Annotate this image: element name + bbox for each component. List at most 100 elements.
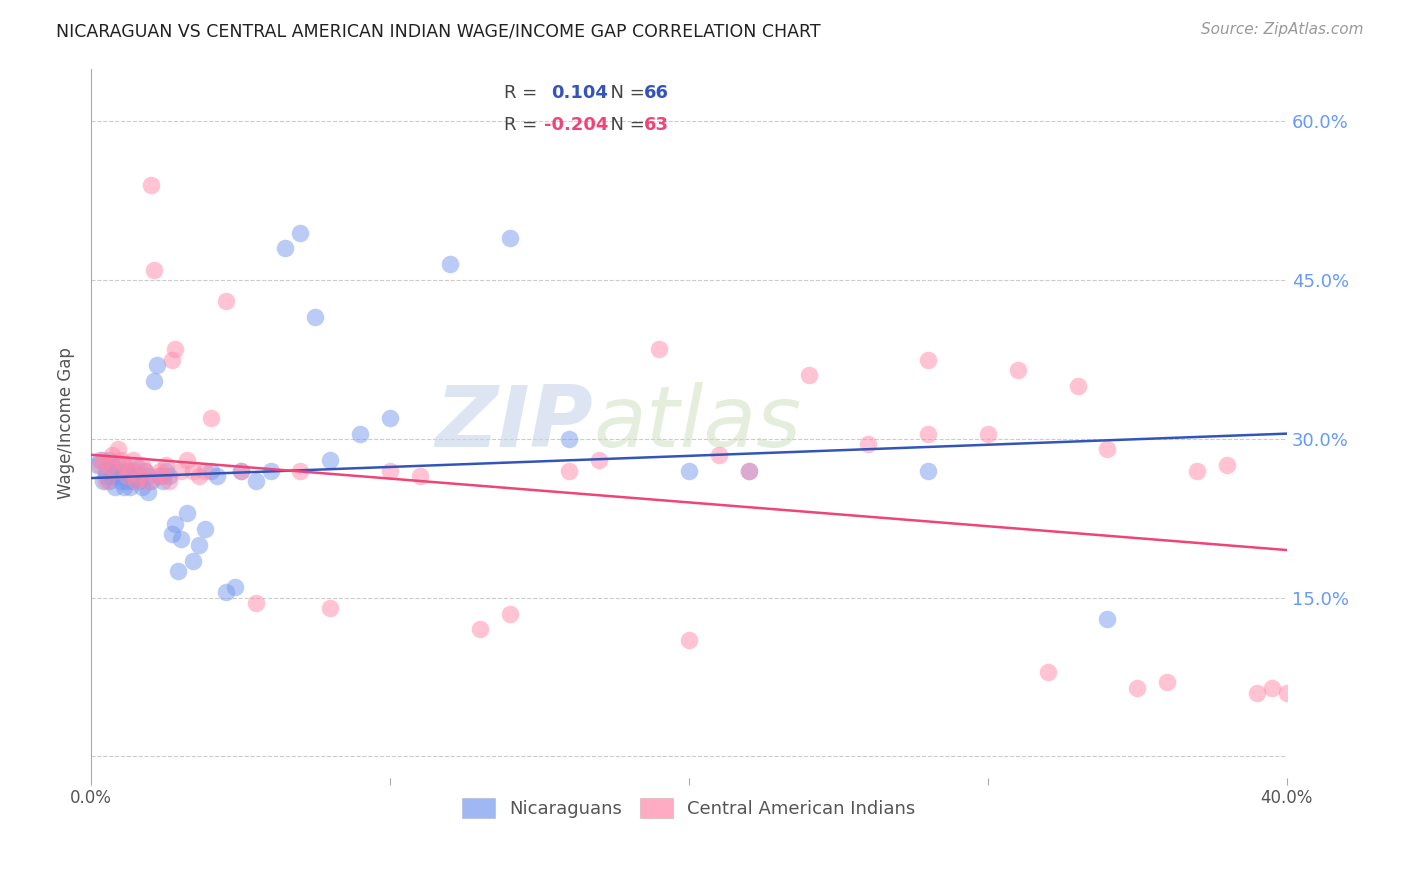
Point (101, 469, 124, 483)
Point (112, 469, 135, 483)
Point (125, 469, 148, 483)
Point (94, 469, 117, 483)
Text: Source: ZipAtlas.com: Source: ZipAtlas.com (1201, 22, 1364, 37)
Point (89, 458, 111, 473)
Point (139, 475, 162, 489)
Point (107, 469, 129, 483)
Point (122, 464, 145, 478)
Point (378, 410, 401, 425)
Point (118, 469, 141, 483)
Point (152, 469, 174, 483)
Point (1246, 686, 1268, 700)
Point (1126, 681, 1149, 695)
Point (229, 464, 252, 478)
Point (91, 453, 114, 467)
Point (170, 464, 193, 478)
Point (468, 623, 491, 637)
Point (274, 242, 297, 256)
Point (89, 453, 111, 467)
Point (128, 469, 150, 483)
Point (115, 469, 138, 483)
Point (738, 464, 761, 478)
Point (94, 464, 117, 478)
Text: R =: R = (503, 116, 543, 134)
Point (1097, 612, 1119, 626)
Point (160, 352, 183, 367)
Y-axis label: Wage/Income Gap: Wage/Income Gap (58, 347, 75, 499)
Point (104, 479, 127, 493)
Point (115, 464, 138, 478)
Point (738, 464, 761, 478)
Point (149, 469, 172, 483)
Point (136, 484, 159, 499)
Point (977, 426, 1000, 441)
Point (131, 458, 153, 473)
Point (136, 469, 159, 483)
Point (128, 475, 150, 489)
Point (290, 464, 312, 478)
Point (245, 475, 267, 489)
Point (215, 294, 238, 309)
Point (1216, 458, 1239, 473)
Point (304, 310, 326, 325)
Point (131, 479, 153, 493)
Point (1185, 464, 1208, 478)
Point (155, 458, 177, 473)
Point (588, 453, 610, 467)
Point (498, 231, 520, 245)
Text: NICARAGUAN VS CENTRAL AMERICAN INDIAN WAGE/INCOME GAP CORRELATION CHART: NICARAGUAN VS CENTRAL AMERICAN INDIAN WA… (56, 22, 821, 40)
Point (104, 464, 127, 478)
Point (1156, 675, 1178, 690)
Point (142, 374, 165, 388)
Point (409, 469, 432, 483)
Point (678, 464, 700, 478)
Point (163, 516, 186, 531)
Point (152, 475, 174, 489)
Point (187, 469, 209, 483)
Point (155, 464, 177, 478)
Point (112, 479, 135, 493)
Point (290, 226, 312, 240)
Point (101, 458, 124, 473)
Text: 63: 63 (644, 116, 669, 134)
Point (134, 464, 156, 478)
Point (110, 453, 132, 467)
Point (194, 464, 217, 478)
Point (319, 601, 342, 615)
Point (1097, 442, 1119, 457)
Point (917, 352, 939, 367)
Point (104, 464, 127, 478)
Point (118, 479, 141, 493)
Point (107, 458, 129, 473)
Text: -0.204: -0.204 (544, 116, 609, 134)
Point (349, 426, 371, 441)
Point (648, 342, 671, 356)
Point (245, 596, 267, 610)
Point (91, 475, 114, 489)
Point (1036, 665, 1059, 679)
Point (142, 262, 165, 277)
Point (125, 475, 148, 489)
Legend: Nicaraguans, Central American Indians: Nicaraguans, Central American Indians (456, 791, 922, 825)
Point (558, 432, 581, 446)
Text: 0.104: 0.104 (551, 85, 609, 103)
Point (112, 458, 135, 473)
Point (166, 564, 188, 578)
Point (118, 464, 141, 478)
Point (110, 475, 132, 489)
Point (439, 257, 461, 271)
Point (187, 538, 209, 552)
Point (917, 426, 939, 441)
Point (125, 458, 148, 473)
Point (176, 506, 198, 520)
Text: R =: R = (503, 85, 548, 103)
Point (136, 475, 159, 489)
Point (176, 453, 198, 467)
Text: ZIP: ZIP (436, 382, 593, 465)
Point (224, 580, 246, 594)
Point (157, 469, 180, 483)
Point (146, 358, 169, 372)
Point (858, 437, 880, 451)
Point (378, 464, 401, 478)
Point (134, 464, 156, 478)
